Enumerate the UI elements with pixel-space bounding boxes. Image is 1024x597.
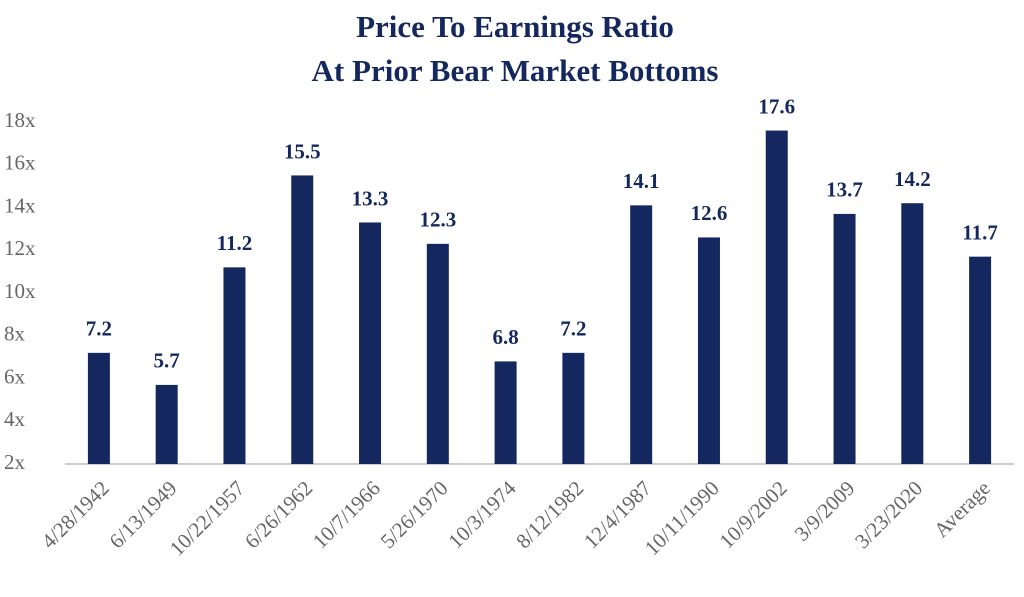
x-tick-label: 10/7/1966: [308, 476, 385, 553]
value-label: 5.7: [154, 349, 180, 373]
value-label: 13.7: [826, 178, 863, 202]
y-tick-label: 2x: [4, 450, 26, 474]
bar: [494, 361, 517, 464]
value-label: 6.8: [492, 325, 518, 349]
x-tick-label: 4/28/1942: [37, 476, 114, 553]
bar: [833, 213, 856, 464]
bar: [223, 267, 246, 464]
value-label: 14.1: [623, 169, 660, 193]
bar: [562, 352, 585, 464]
bar: [291, 175, 314, 464]
y-tick-label: 16x: [4, 151, 36, 175]
value-label: 7.2: [86, 317, 112, 341]
x-tick-label: 10/9/2002: [714, 476, 791, 553]
y-tick-label: 8x: [4, 322, 26, 346]
x-tick-label: 3/23/2020: [850, 476, 927, 553]
x-tick-label: 3/9/2009: [790, 476, 860, 546]
value-label: 14.2: [894, 167, 931, 191]
value-label: 15.5: [284, 139, 321, 163]
bar: [426, 243, 449, 464]
value-label: 17.6: [758, 94, 795, 118]
x-tick-label: 6/26/1962: [240, 476, 317, 553]
bar: [87, 352, 110, 464]
chart-title: Price To Earnings Ratio: [356, 9, 674, 44]
y-tick-label: 14x: [4, 193, 36, 217]
bar: [901, 203, 924, 464]
bar: [155, 384, 178, 464]
y-tick-label: 6x: [4, 364, 26, 388]
chart-subtitle: At Prior Bear Market Bottoms: [312, 53, 719, 88]
x-tick-label: 10/3/1974: [443, 476, 521, 554]
value-label: 7.2: [560, 317, 586, 341]
x-tick-label: 10/11/1990: [640, 476, 724, 560]
y-tick-label: 4x: [4, 407, 26, 431]
value-label: 13.3: [352, 186, 389, 210]
x-tick-label: 10/22/1957: [165, 476, 250, 561]
y-tick-label: 10x: [4, 279, 36, 303]
y-tick-label: 18x: [4, 108, 36, 132]
bar: [359, 222, 382, 464]
bar: [765, 130, 788, 465]
value-label: 12.6: [691, 201, 728, 225]
x-tick-label: 5/26/1970: [376, 476, 453, 553]
value-label: 11.2: [217, 231, 253, 255]
x-tick-label: 8/12/1982: [511, 476, 588, 553]
bar: [969, 256, 992, 464]
value-label: 12.3: [419, 208, 456, 232]
y-tick-label: 12x: [4, 236, 36, 260]
bar: [697, 237, 720, 464]
bar: [630, 205, 653, 465]
x-tick-label: Average: [929, 476, 995, 542]
value-label: 11.7: [962, 220, 998, 244]
